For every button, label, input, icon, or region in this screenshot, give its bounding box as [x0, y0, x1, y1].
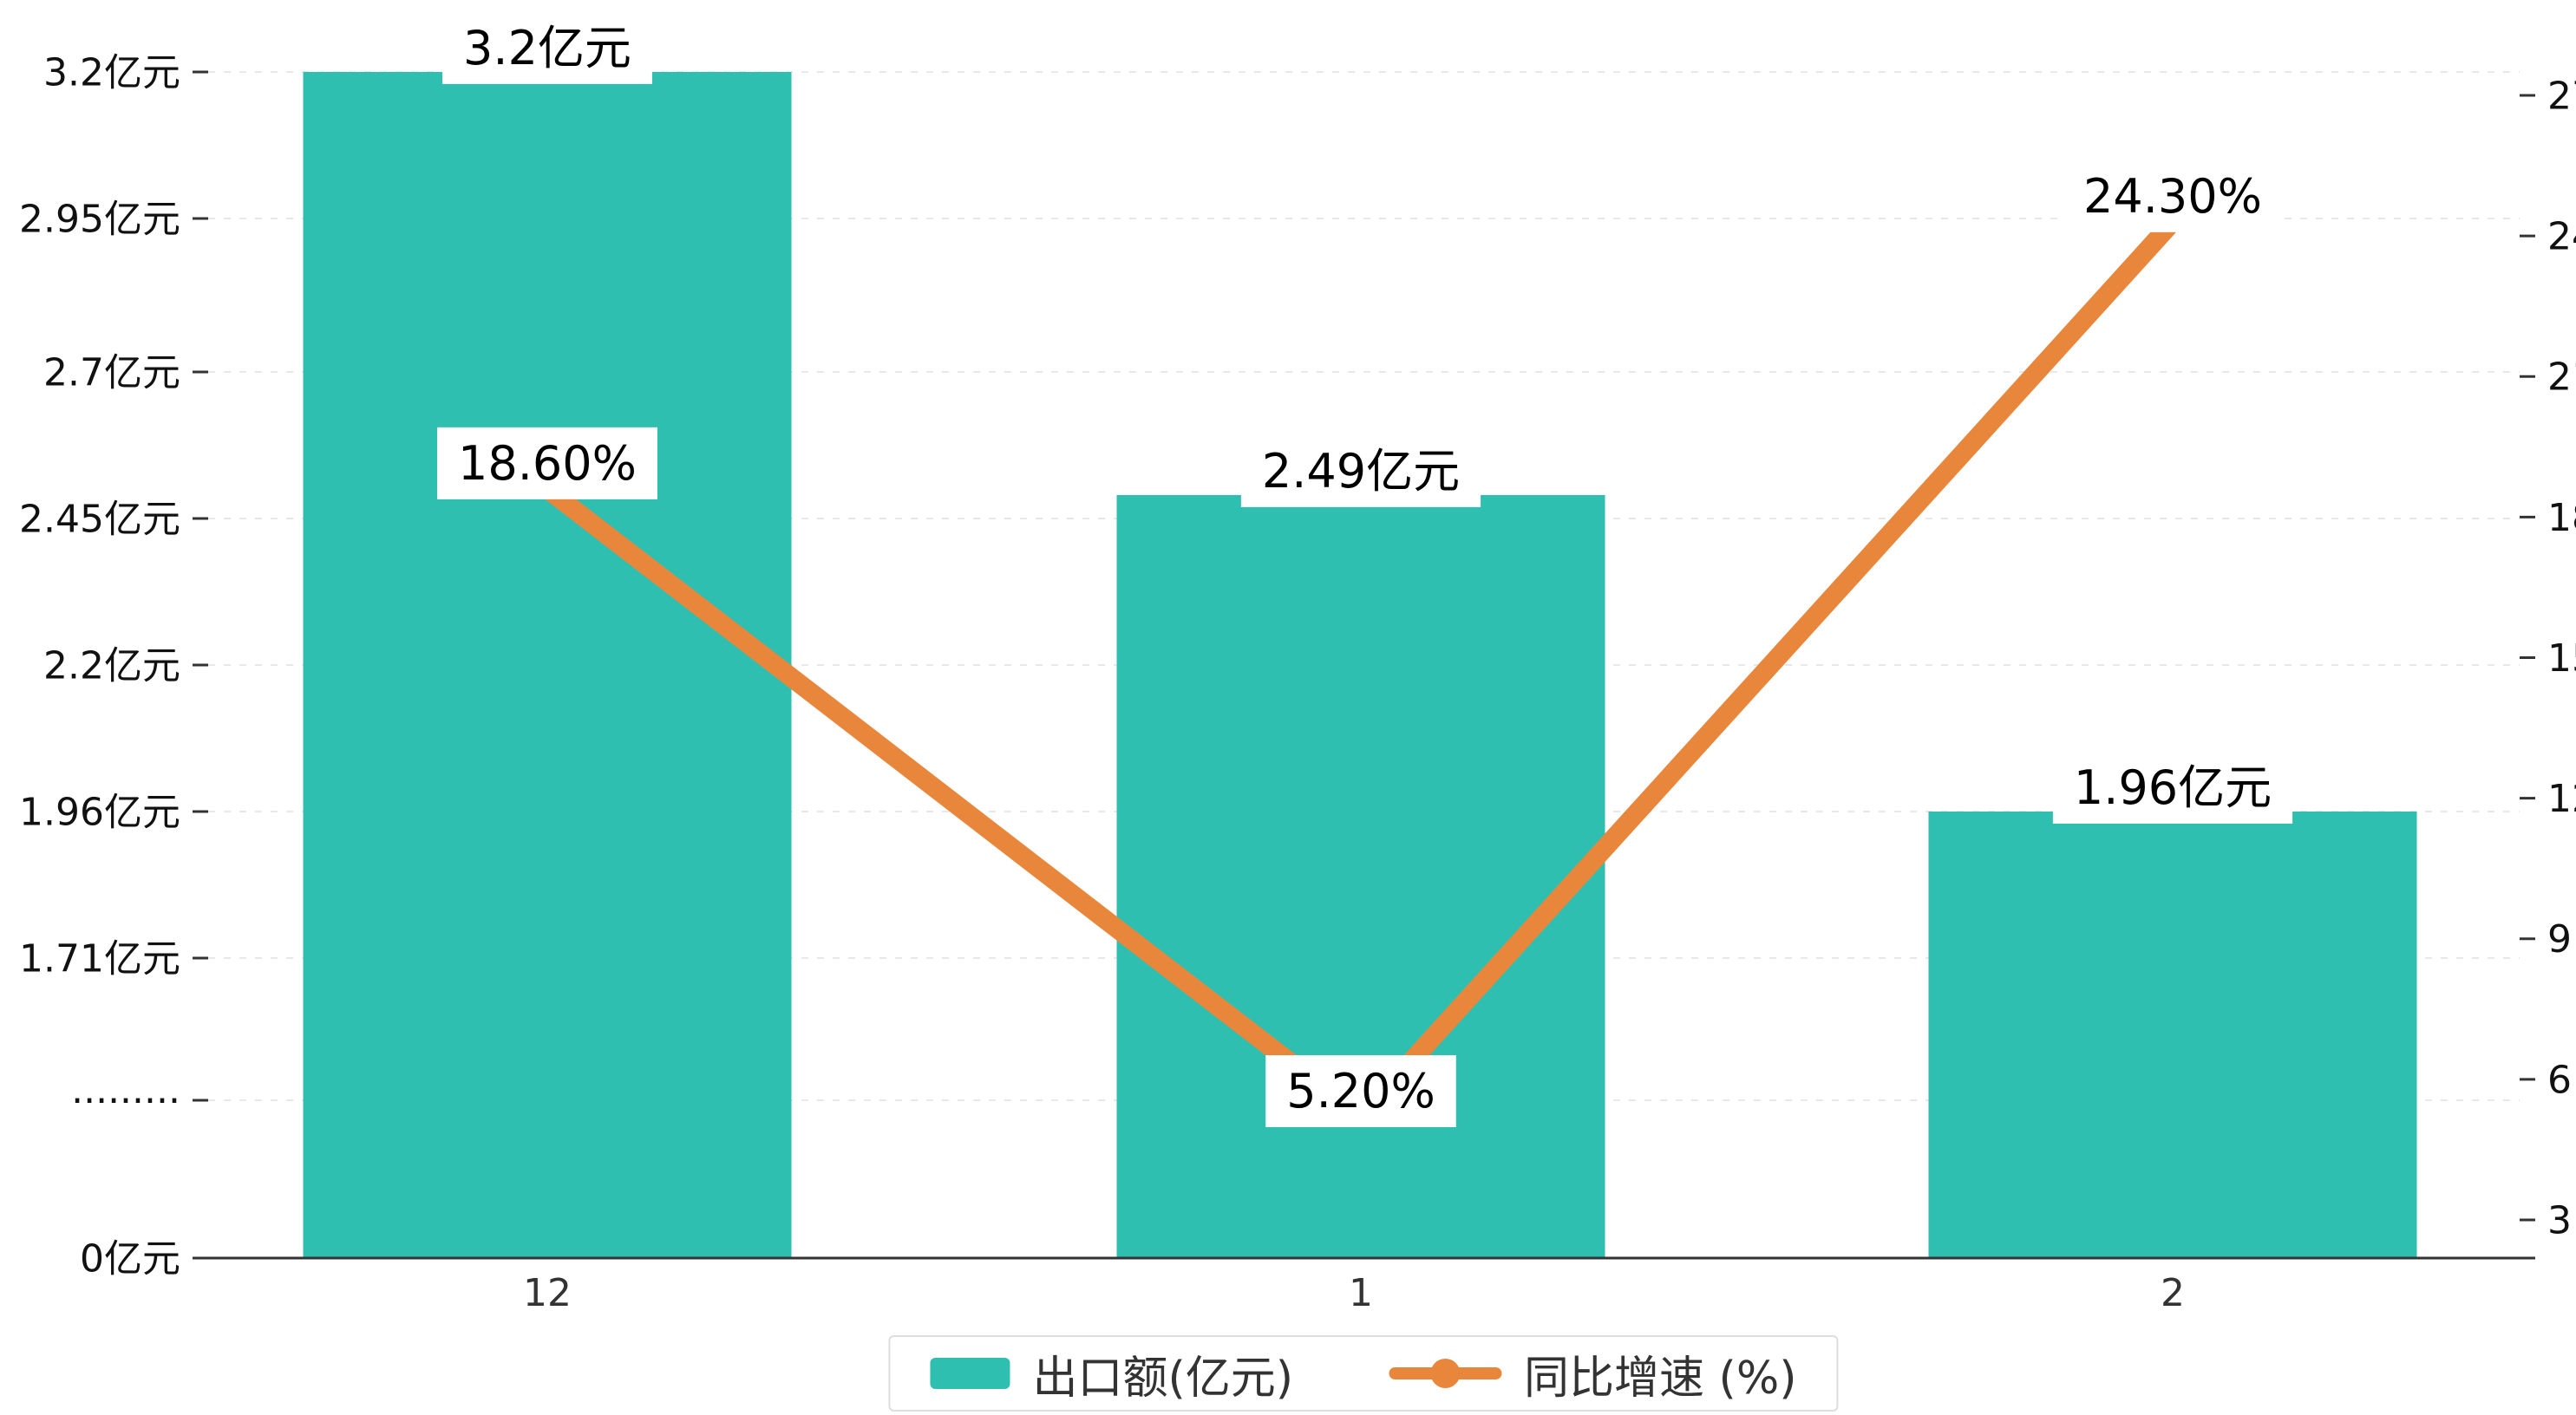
left-tick-label: 2.7亿元 [43, 350, 180, 395]
line-value-label: 18.60% [437, 427, 657, 499]
right-tick-label: 9 [2547, 917, 2572, 962]
right-tick-label: 18 [2547, 496, 2576, 540]
left-tick-label: 1.96亿元 [19, 790, 180, 834]
right-tick-label: 27 [2547, 74, 2576, 118]
left-tick-label: 3.2亿元 [43, 50, 180, 95]
left-tick-label: 2.95亿元 [19, 197, 180, 241]
line-legend-dot [1430, 1359, 1461, 1388]
line-value-label: 24.30% [2063, 160, 2283, 232]
right-tick-label: 21 [2547, 355, 2576, 400]
right-tick-label: 24 [2547, 215, 2576, 259]
category-label: 2 [2161, 1271, 2185, 1315]
svg-text:1.96亿元: 1.96亿元 [2074, 760, 2272, 815]
legend: 出口额(亿元) 同比增速 (%) [888, 1335, 1839, 1412]
svg-text:2.49亿元: 2.49亿元 [1262, 444, 1460, 499]
svg-text:5.20%: 5.20% [1286, 1064, 1435, 1118]
right-tick-label: 3 [2547, 1198, 2572, 1242]
left-tick-label: 0亿元 [80, 1236, 180, 1281]
right-tick-label: 15 [2547, 636, 2576, 681]
right-tick-label: 12 [2547, 777, 2576, 821]
bar-legend-swatch-icon [930, 1358, 1010, 1389]
svg-text:24.30%: 24.30% [2083, 169, 2262, 224]
legend-label-export: 出口额(亿元) [1032, 1352, 1294, 1405]
bar-12[interactable] [303, 72, 792, 1258]
left-tick-label: 2.45亿元 [19, 497, 180, 541]
legend-item-export[interactable]: 出口额(亿元) [930, 1341, 1293, 1406]
legend-label-growth: 同比增速 (%) [1524, 1352, 1797, 1405]
legend-item-growth[interactable]: 同比增速 (%) [1389, 1341, 1797, 1406]
right-tick-label: 6 [2547, 1058, 2572, 1102]
svg-text:3.2亿元: 3.2亿元 [463, 21, 631, 75]
left-tick-label: 2.2亿元 [43, 643, 180, 688]
svg-text:18.60%: 18.60% [458, 436, 637, 491]
x-axis-labels: 12 1 2 [523, 1271, 2185, 1315]
left-tick-label: ········· [71, 1079, 180, 1123]
bar-value-label: 1.96亿元 [2052, 751, 2293, 824]
bar-value-label: 2.49亿元 [1240, 434, 1481, 507]
bar-value-label: 3.2亿元 [442, 11, 652, 84]
bar-1[interactable] [1116, 494, 1605, 1258]
left-tick-label: 1.71亿元 [19, 936, 180, 981]
category-label: 1 [1349, 1271, 1373, 1315]
line-legend-marker-icon [1389, 1356, 1502, 1391]
bar-series [303, 72, 2417, 1258]
line-value-label: 5.20% [1265, 1055, 1456, 1128]
left-axis: 0亿元 ········· 1.71亿元 1.96亿元 2.2亿元 2.45亿元 2.7亿元… [19, 50, 208, 1281]
bar-2[interactable] [1928, 812, 2417, 1258]
category-label: 12 [523, 1271, 572, 1315]
right-axis: 3 6 9 12 15 18 21 24 27 [2520, 74, 2576, 1242]
